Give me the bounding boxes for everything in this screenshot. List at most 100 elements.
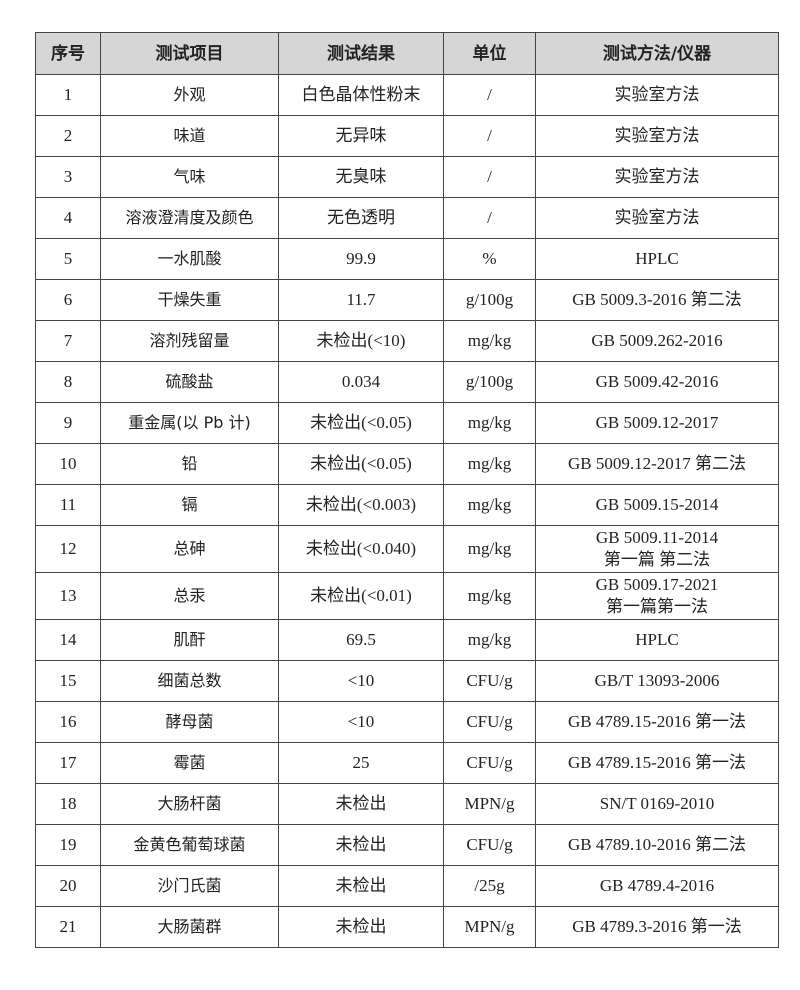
- cell-test-item: 溶剂残留量: [100, 320, 279, 362]
- cell-index: 15: [35, 660, 101, 702]
- cell-unit: mg/kg: [443, 484, 536, 526]
- cell-result: 无异味: [278, 115, 444, 157]
- cell-unit: /25g: [443, 865, 536, 907]
- table-row: 17 霉菌 25 CFU/g GB 4789.15-2016 第一法: [35, 742, 779, 784]
- cell-test-item: 霉菌: [100, 742, 279, 784]
- cell-index: 3: [35, 156, 101, 198]
- cell-method: GB 4789.15-2016 第一法: [535, 701, 779, 743]
- header-test-item: 测试项目: [100, 32, 279, 75]
- table-row: 12 总砷 未检出(<0.040) mg/kg GB 5009.11-2014 第一篇 第…: [35, 525, 779, 573]
- cell-unit: g/100g: [443, 361, 536, 403]
- test-results-table: 序号 测试项目 测试结果 单位 测试方法/仪器 1 外观 白色晶体性粉末 / 实验室方法 2 味道无…: [35, 32, 779, 948]
- cell-result: 0.034: [278, 361, 444, 403]
- cell-result: 未检出(<0.05): [278, 402, 444, 444]
- cell-index: 11: [35, 484, 101, 526]
- cell-index: 17: [35, 742, 101, 784]
- cell-test-item: 镉: [100, 484, 279, 526]
- cell-test-item: 大肠杆菌: [100, 783, 279, 825]
- cell-result: 25: [278, 742, 444, 784]
- cell-method: GB 5009.42-2016: [535, 361, 779, 403]
- cell-unit: CFU/g: [443, 824, 536, 866]
- table-row: 10 铅未检出(<0.05) mg/kg GB 5009.12-2017 第二法: [35, 443, 779, 485]
- cell-result: 99.9: [278, 238, 444, 280]
- cell-unit: CFU/g: [443, 660, 536, 702]
- table-row: 19 金黄色葡萄球菌 未检出 CFU/g GB 4789.10-2016 第二法: [35, 824, 779, 866]
- cell-index: 10: [35, 443, 101, 485]
- cell-result: 无臭味: [278, 156, 444, 198]
- cell-test-item: 重金属(以 Pb 计): [100, 402, 279, 444]
- cell-result: 未检出(<0.040): [278, 525, 444, 573]
- cell-test-item: 总汞: [100, 572, 279, 620]
- cell-index: 13: [35, 572, 101, 620]
- cell-result: 未检出(<10): [278, 320, 444, 362]
- cell-method: HPLC: [535, 238, 779, 280]
- table-row: 20 沙门氏菌 未检出/25g GB 4789.4-2016: [35, 865, 779, 907]
- cell-index: 2: [35, 115, 101, 157]
- cell-unit: mg/kg: [443, 525, 536, 573]
- cell-index: 16: [35, 701, 101, 743]
- cell-method: GB 5009.3-2016 第二法: [535, 279, 779, 321]
- cell-index: 18: [35, 783, 101, 825]
- cell-index: 14: [35, 619, 101, 661]
- cell-result: 白色晶体性粉末: [278, 74, 444, 116]
- table-row: 7 溶剂残留量 未检出(<10) mg/kg GB 5009.262-2016: [35, 320, 779, 362]
- table-row: 11 镉未检出(<0.003) mg/kg GB 5009.15-2014: [35, 484, 779, 526]
- cell-test-item: 外观: [100, 74, 279, 116]
- cell-unit: /: [443, 197, 536, 239]
- cell-result: 未检出: [278, 865, 444, 907]
- cell-index: 6: [35, 279, 101, 321]
- cell-index: 19: [35, 824, 101, 866]
- cell-method: GB 4789.10-2016 第二法: [535, 824, 779, 866]
- cell-test-item: 干燥失重: [100, 279, 279, 321]
- cell-result: 69.5: [278, 619, 444, 661]
- cell-method: 实验室方法: [535, 156, 779, 198]
- header-index: 序号: [35, 32, 101, 75]
- cell-test-item: 铅: [100, 443, 279, 485]
- cell-test-item: 硫酸盐: [100, 361, 279, 403]
- table-row: 6 干燥失重 11.7 g/100g GB 5009.3-2016 第二法: [35, 279, 779, 321]
- cell-method: GB/T 13093-2006: [535, 660, 779, 702]
- header-unit: 单位: [443, 32, 536, 75]
- cell-test-item: 酵母菌: [100, 701, 279, 743]
- header-result: 测试结果: [278, 32, 444, 75]
- table-row: 1 外观 白色晶体性粉末 / 实验室方法: [35, 74, 779, 116]
- cell-unit: mg/kg: [443, 572, 536, 620]
- cell-test-item: 一水肌酸: [100, 238, 279, 280]
- cell-unit: CFU/g: [443, 742, 536, 784]
- cell-index: 21: [35, 906, 101, 948]
- cell-method: GB 5009.11-2014 第一篇 第二法: [535, 525, 779, 573]
- cell-method: GB 5009.12-2017: [535, 402, 779, 444]
- cell-method: 实验室方法: [535, 115, 779, 157]
- cell-method: GB 5009.262-2016: [535, 320, 779, 362]
- table-row: 21 大肠菌群 未检出 MPN/g GB 4789.3-2016 第一法: [35, 906, 779, 948]
- table-row: 5 一水肌酸 99.9% HPLC: [35, 238, 779, 280]
- cell-index: 20: [35, 865, 101, 907]
- cell-unit: /: [443, 115, 536, 157]
- cell-method: HPLC: [535, 619, 779, 661]
- cell-index: 5: [35, 238, 101, 280]
- cell-result: 11.7: [278, 279, 444, 321]
- cell-result: 未检出: [278, 783, 444, 825]
- cell-method: 实验室方法: [535, 74, 779, 116]
- cell-unit: /: [443, 74, 536, 116]
- cell-test-item: 总砷: [100, 525, 279, 573]
- cell-test-item: 细菌总数: [100, 660, 279, 702]
- header-method: 测试方法/仪器: [535, 32, 779, 75]
- cell-method: GB 4789.15-2016 第一法: [535, 742, 779, 784]
- cell-index: 1: [35, 74, 101, 116]
- cell-method: GB 4789.4-2016: [535, 865, 779, 907]
- cell-unit: MPN/g: [443, 783, 536, 825]
- cell-method: 实验室方法: [535, 197, 779, 239]
- table-row: 9 重金属(以 Pb 计) 未检出(<0.05) mg/kg GB 5009.12-20…: [35, 402, 779, 444]
- table-row: 14 肌酐 69.5 mg/kg HPLC: [35, 619, 779, 661]
- cell-index: 12: [35, 525, 101, 573]
- cell-index: 9: [35, 402, 101, 444]
- cell-index: 7: [35, 320, 101, 362]
- cell-unit: MPN/g: [443, 906, 536, 948]
- cell-method: GB 5009.12-2017 第二法: [535, 443, 779, 485]
- cell-result: 未检出(<0.05): [278, 443, 444, 485]
- cell-result: <10: [278, 701, 444, 743]
- table-row: 13 总汞 未检出(<0.01) mg/kg GB 5009.17-2021 第一篇第一法: [35, 572, 779, 620]
- cell-result: <10: [278, 660, 444, 702]
- cell-unit: %: [443, 238, 536, 280]
